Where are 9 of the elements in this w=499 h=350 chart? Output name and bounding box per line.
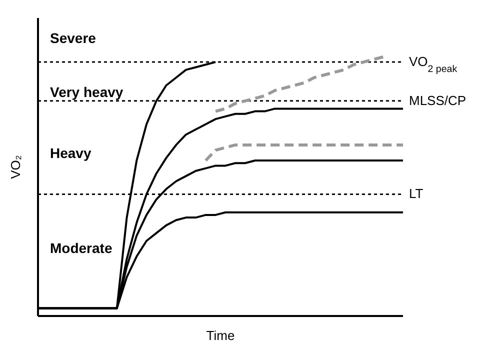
y-axis-title: VO₂ — [8, 155, 23, 179]
annotation: Heavy — [50, 145, 92, 161]
ref-line-label: VO$_{2 peak}$ — [409, 54, 458, 75]
ref-line-label: LT — [409, 186, 424, 202]
x-axis-title: Time — [206, 328, 235, 343]
text: Severe — [50, 30, 96, 46]
annotation: Very heavy — [50, 84, 124, 100]
ref-line-label: MLSS/CP — [409, 92, 466, 108]
annotation: Moderate — [50, 240, 112, 256]
